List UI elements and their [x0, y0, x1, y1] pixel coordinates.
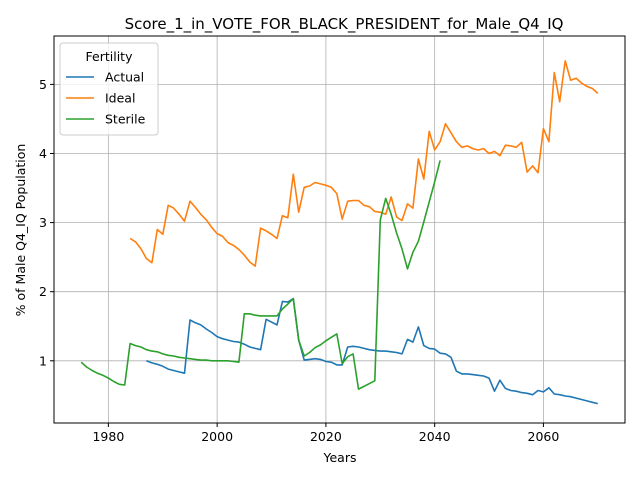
- x-tick-label: 2040: [419, 429, 451, 444]
- legend-label-actual: Actual: [105, 70, 144, 85]
- x-tick-label: 2020: [310, 429, 342, 444]
- series-line-ideal: [129, 60, 599, 267]
- y-tick-label: 5: [39, 77, 47, 92]
- legend-label-ideal: Ideal: [105, 91, 135, 106]
- legend-label-sterile: Sterile: [105, 112, 146, 127]
- y-tick-label: 1: [39, 353, 47, 368]
- y-tick-label: 4: [39, 146, 47, 161]
- legend: Fertility Actual Ideal Sterile: [59, 42, 159, 136]
- legend-box: [59, 42, 159, 136]
- y-tick-label: 2: [39, 284, 47, 299]
- series-line-actual: [146, 297, 598, 405]
- series-lines: [80, 60, 599, 405]
- x-axis-ticks: 1980 2000 2020 2040 2060: [92, 423, 559, 444]
- y-axis-title: % of Male Q4_IQ Population: [13, 144, 28, 317]
- chart-title: Score_1_in_VOTE_FOR_BLACK_PRESIDENT_for_…: [125, 15, 564, 34]
- series-line-sterile: [80, 160, 441, 390]
- x-axis-title: Years: [323, 450, 357, 465]
- y-tick-label: 3: [39, 215, 47, 230]
- x-tick-label: 2000: [201, 429, 233, 444]
- legend-title: Fertility: [86, 49, 134, 64]
- y-axis-ticks: 1 2 3 4 5: [39, 77, 54, 368]
- x-tick-label: 1980: [92, 429, 124, 444]
- plot-frame: [53, 35, 626, 424]
- grid-lines: [54, 36, 625, 423]
- x-tick-label: 2060: [528, 429, 560, 444]
